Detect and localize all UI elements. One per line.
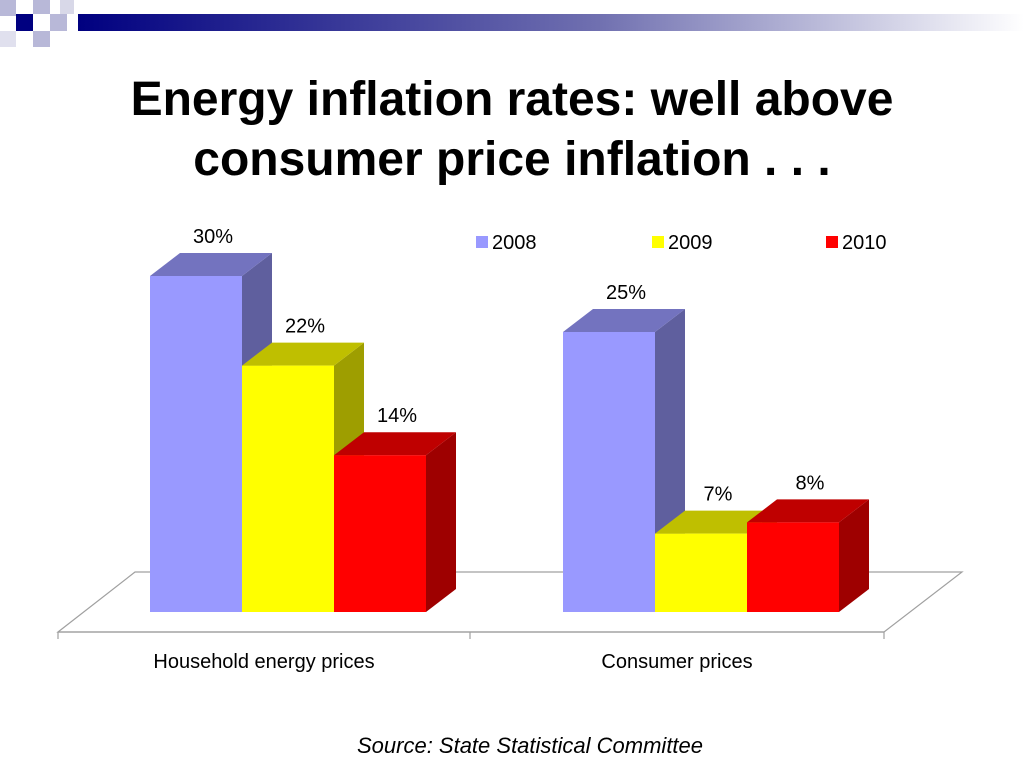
bar-top-face [563,309,685,332]
data-label-2010-1: 8% [796,472,825,494]
category-label-0: Household energy prices [153,651,374,673]
bar-front-face [563,332,655,612]
bar-top-face [242,342,364,366]
title-line-2: consumer price inflation . . . [193,133,831,186]
bar-top-face [334,432,456,456]
bar-2009-household [242,342,364,612]
chart-data-labels: 30% 22% 14% 25% 7% 8% [193,226,825,506]
bar-front-face [150,276,242,612]
legend-item-2010: 2010 [826,232,887,254]
category-label-1: Consumer prices [601,651,752,673]
chart-bars [150,253,869,612]
legend-label: 2008 [492,232,537,254]
bar-2010-consumer [747,499,869,612]
bar-front-face [747,522,839,612]
bar-front-face [334,455,426,612]
data-label-2010-0: 14% [377,405,417,427]
legend-swatch [826,236,838,248]
legend-swatch [652,236,664,248]
data-label-2008-0: 30% [193,226,233,248]
legend-label: 2009 [668,232,713,254]
legend-item-2008: 2008 [476,232,537,254]
bar-side-face [839,499,869,612]
bar-front-face [242,365,334,612]
bar-2010-household [334,432,456,612]
bar-top-face [655,510,777,534]
data-label-2008-1: 25% [606,282,646,304]
data-label-2009-1: 7% [704,484,733,506]
chart-legend: 2008 2009 2010 [476,232,887,254]
chart-category-labels: Household energy prices Consumer prices [153,651,752,673]
legend-swatch [476,236,488,248]
source-note: Source: State Statistical Committee [356,733,704,758]
title-line-1: Energy inflation rates: well above [130,73,894,126]
slide-decoration [0,0,1024,47]
bar-2008-consumer [563,309,685,612]
bar-top-face [150,253,272,276]
legend-item-2009: 2009 [652,232,713,254]
data-label-2009-0: 22% [285,316,325,338]
legend-label: 2010 [842,232,887,254]
slide-title: Energy inflation rates: well above consu… [0,70,1024,190]
bar-side-face [426,432,456,612]
bar-top-face [747,499,869,523]
bar-front-face [655,533,747,612]
